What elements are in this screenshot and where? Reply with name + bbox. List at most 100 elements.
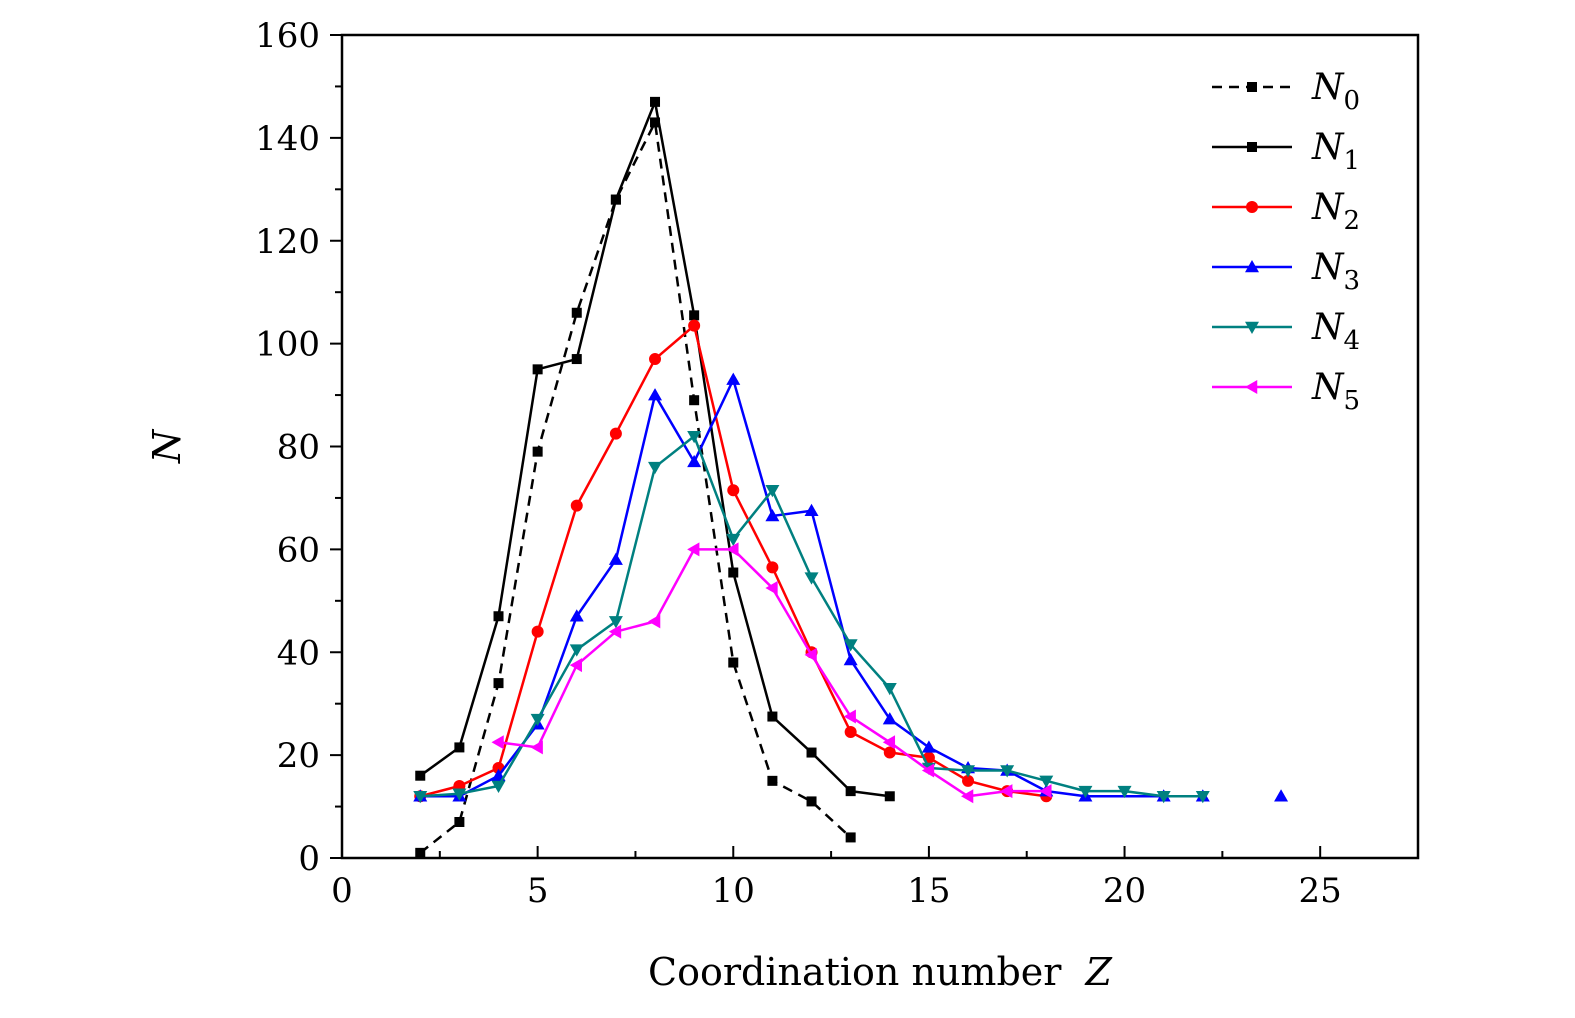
data-point-n0: [493, 678, 504, 689]
data-point-n3: [804, 503, 819, 517]
data-point-n2: [688, 319, 701, 332]
data-point-n4: [843, 639, 858, 652]
data-point-n3: [843, 652, 858, 666]
data-point-n5: [569, 658, 583, 673]
y-tick-label: 100: [255, 325, 320, 365]
data-point-n3: [921, 740, 936, 753]
legend-label-subscript: 5: [1344, 386, 1361, 416]
legend-item-n0: N0: [1212, 67, 1360, 116]
data-point-n4: [1000, 765, 1015, 778]
legend-label-subscript: 1: [1344, 146, 1361, 176]
y-tick-label: 0: [298, 839, 320, 879]
data-point-n5: [882, 735, 896, 750]
data-point-n4: [569, 644, 584, 657]
y-tick-label: 140: [255, 119, 320, 159]
series-layer: [413, 96, 1289, 858]
y-tick-label: 60: [277, 530, 320, 570]
legend-marker-n1: [1247, 142, 1257, 152]
data-point-n2: [883, 746, 896, 759]
data-point-n4: [608, 616, 623, 629]
x-axis-title-variable: Z: [1085, 950, 1113, 994]
data-point-n3: [569, 609, 584, 622]
legend-label-n0: N0: [1311, 67, 1360, 116]
data-point-n1: [767, 711, 778, 722]
series-n1: [415, 96, 895, 802]
data-point-n2: [962, 774, 975, 787]
data-point-n1: [415, 770, 426, 781]
data-point-n4: [530, 713, 545, 727]
data-point-n5: [843, 709, 856, 724]
data-point-n0: [415, 847, 426, 858]
legend-item-n3: N3: [1212, 247, 1360, 296]
data-point-n0: [767, 775, 778, 786]
y-tick-label: 120: [255, 222, 320, 262]
data-point-n2: [492, 761, 505, 774]
data-point-n4: [1078, 785, 1093, 799]
x-tick-label: 25: [1299, 871, 1342, 911]
legend-label-n1: N1: [1311, 127, 1360, 176]
data-point-n2: [766, 561, 779, 574]
legend-label-n2: N2: [1311, 187, 1360, 236]
data-point-n3: [882, 712, 897, 725]
data-point-n0: [689, 395, 700, 406]
data-point-n5: [1000, 784, 1013, 799]
data-point-n5: [608, 624, 622, 639]
x-tick-label: 5: [527, 871, 549, 911]
data-point-n4: [1195, 791, 1210, 804]
legend-marker-n3: [1245, 260, 1259, 273]
data-point-n5: [921, 763, 935, 778]
legend-label-name: N: [1311, 307, 1345, 348]
data-point-n4: [1156, 791, 1171, 804]
data-point-n2: [531, 625, 544, 638]
data-point-n1: [806, 747, 817, 758]
ticks-layer: [330, 34, 1419, 859]
data-point-n5: [726, 542, 739, 557]
data-point-n1: [845, 786, 856, 797]
x-tick-label: 20: [1103, 871, 1146, 911]
y-tick-label: 20: [277, 736, 320, 776]
data-point-n3: [687, 454, 702, 468]
data-point-n0: [650, 117, 661, 128]
data-point-n1: [454, 742, 465, 753]
legend-marker-n5: [1245, 380, 1258, 394]
data-point-n5: [687, 542, 700, 557]
data-point-n4: [648, 461, 663, 475]
legend-item-n2: N2: [1212, 187, 1360, 236]
x-tick-label: 15: [907, 871, 950, 911]
x-tick-label: 0: [331, 871, 353, 911]
series-n4: [413, 430, 1210, 804]
data-point-n4: [687, 430, 702, 444]
legend: N0 N1 N2 N3 N4 N5: [1212, 67, 1360, 416]
legend-label-subscript: 0: [1344, 86, 1361, 116]
data-point-n3: [726, 372, 741, 385]
series-n5: [491, 542, 1052, 804]
data-point-n5: [530, 740, 543, 755]
data-point-n1: [689, 310, 700, 321]
data-point-n4: [765, 484, 780, 498]
data-point-n0: [728, 657, 739, 668]
data-point-n3: [608, 552, 623, 565]
data-point-n2: [570, 499, 583, 512]
x-tick-label: 10: [712, 871, 755, 911]
data-point-n4: [961, 765, 976, 778]
legend-label-n3: N3: [1311, 247, 1360, 296]
data-point-n5: [491, 735, 504, 750]
legend-item-n1: N1: [1212, 127, 1360, 176]
y-tick-label: 40: [277, 633, 320, 673]
legend-label-n5: N5: [1311, 367, 1360, 416]
data-point-n1: [493, 611, 504, 622]
data-point-n1: [884, 791, 895, 802]
data-point-n1: [728, 567, 739, 578]
y-tick-label: 160: [255, 16, 320, 56]
data-point-n1: [571, 354, 582, 365]
legend-label-subscript: 4: [1344, 326, 1361, 356]
x-axis-title-text: Coordination number: [648, 950, 1062, 994]
data-point-n4: [491, 780, 506, 793]
data-point-n4: [452, 788, 467, 801]
data-point-n2: [609, 427, 622, 440]
data-point-n0: [532, 446, 543, 457]
legend-item-n5: N5: [1212, 367, 1360, 416]
legend-label-subscript: 3: [1344, 266, 1361, 296]
